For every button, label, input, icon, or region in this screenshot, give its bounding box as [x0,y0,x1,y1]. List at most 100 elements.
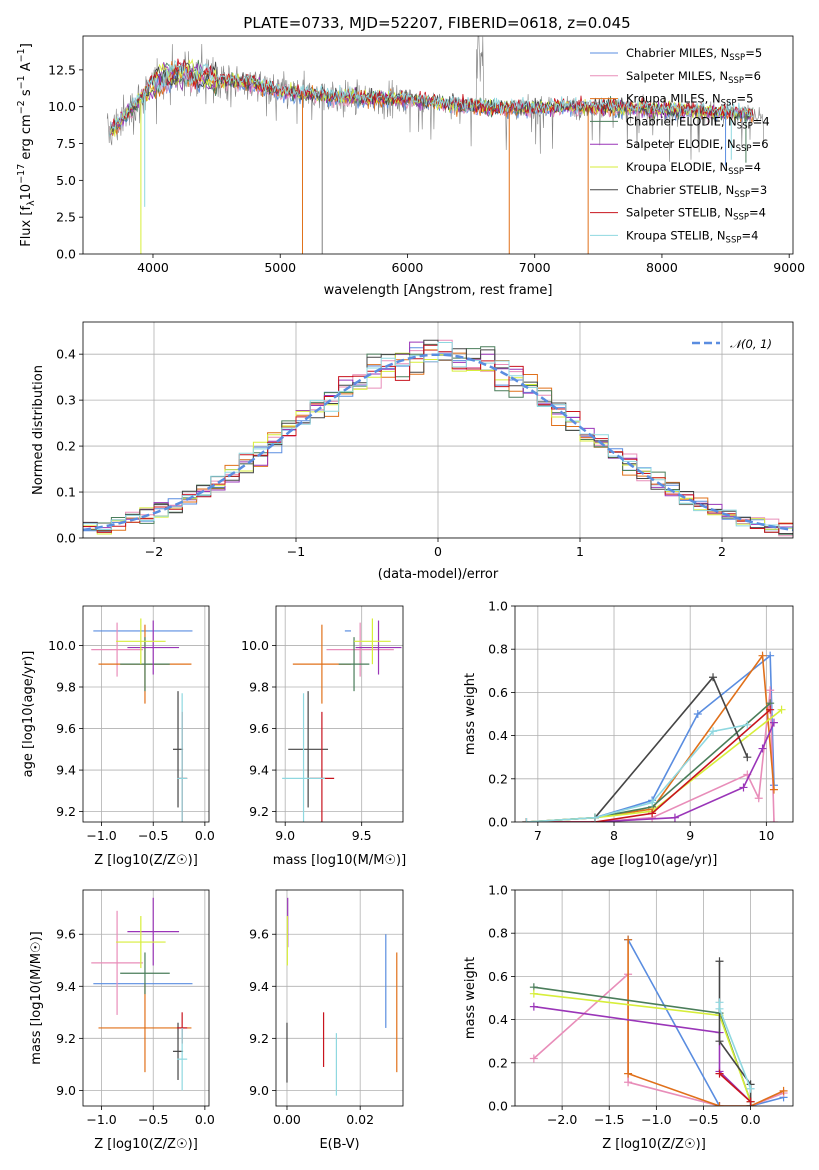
y-tick-label: 9.8 [56,680,76,695]
legend-nssp-subscript: SSP [729,53,745,63]
panel-mass-weight-vs-age: 7 8 9 10 0.0 0.2 0.4 0.6 0.8 1.0 age [log10(age/yr… [463,599,794,868]
series-line [718,961,752,1106]
legend-nssp-eq: = [741,228,751,242]
legend-nssp-subscript: SSP [728,167,744,177]
legend-nssp-label: , N [713,46,729,60]
errorbar-chabrier-stelib [172,1022,184,1080]
legend-series-name: Chabrier MILES [626,46,713,60]
series-line [533,986,752,1102]
y-tick-label: 12.5 [48,62,76,77]
legend-nssp-value: 4 [751,228,758,242]
y-axis-label: mass [log10(M/M☉)] [29,931,44,1064]
legend-nssp-subscript: SSP [737,121,753,131]
legend-nssp-subscript: SSP [726,235,742,245]
y-tick-label: 2.5 [56,210,76,225]
x-tick-label: 4000 [137,260,169,275]
x-tick-label: 7000 [519,260,551,275]
y-tick-label: 9.4 [56,763,76,778]
errorbar-chabrier-stelib [172,691,184,808]
axes-frame [82,889,210,1107]
series-kroupa-miles [624,935,788,1106]
y-tick-label: 0.8 [488,926,508,941]
legend-nssp-eq: = [736,92,746,106]
y-axis-label-part: erg cm [19,114,34,163]
plot-area-age-vs-Z [83,606,209,822]
errorbar-kroupa-elodie [116,618,166,665]
x-tick-label: 9.0 [275,828,295,843]
plot-area-mass-weight-vs-Z [515,890,793,1106]
x-tick-label: −0.5 [688,1112,718,1127]
series-line [627,939,784,1106]
legend-entry: Salpeter ELODIE, NSSP=6 [626,137,769,154]
legend-nssp-eq: = [750,183,760,197]
x-tick-label: 6000 [392,260,424,275]
x-tick-label: 9 [686,828,694,843]
axes-frame [275,889,404,1107]
x-axis-label: E(B-V) [319,1137,359,1152]
y-axis-label-part: −1 [16,48,27,62]
axes-frame [82,35,794,255]
y-tick-label: 9.8 [249,680,269,695]
x-tick-label: −1.0 [86,1112,116,1127]
legend-nssp-subscript: SSP [736,144,752,154]
series-marker [522,818,531,822]
legend-nssp-label: , N [712,160,728,174]
x-axis-label: age [log10(age/yr)] [591,853,718,868]
series-salpeter-stelib [715,1069,755,1106]
panel-age-vs-mass: 9.0 9.5 9.2 9.4 9.6 9.8 10.0 mass [log10(M/M☉)] [241,605,406,868]
legend-entry: Salpeter MILES, NSSP=6 [626,69,761,86]
legend-nssp-eq: = [753,114,763,128]
legend-nssp-label: , N [720,137,736,151]
series-chabrier-elodie [522,699,775,822]
legend-nssp-value: 5 [755,46,762,60]
errorbar-chabrier-elodie [120,952,170,995]
plot-area-residuals [83,322,793,538]
series-marker [590,813,599,822]
series-line [533,1005,752,1103]
y-tick-label: 9.2 [249,804,269,819]
legend-series-name: Kroupa STELIB [626,228,710,242]
x-tick-label: 9000 [773,260,805,275]
x-axis-label: (data-model)/error [378,567,499,582]
series-marker [715,1037,724,1046]
series-marker [715,1102,724,1106]
panel-mass-vs-EBV: 0.00 0.02 9.0 9.2 9.4 9.6 E(B-V) [249,889,404,1152]
x-tick-label: 8 [610,828,618,843]
y-axis-label-part: λ [26,200,37,206]
x-tick-label: 0 [434,544,442,559]
errorbar-salpeter-miles [326,622,394,677]
series-line [526,709,771,822]
series-salpeter-miles [522,686,778,822]
plot-area-spectrum [106,36,764,254]
legend-nssp-label: , N [717,206,733,220]
x-tick-label: −0.5 [138,1112,168,1127]
series-marker [624,1078,633,1087]
x-axis-label: wavelength [Angstrom, rest frame] [324,283,553,298]
y-tick-label: 0.0 [56,531,76,546]
y-tick-label: 9.6 [249,721,269,736]
x-tick-label: 7 [534,828,542,843]
y-axis-label: age [log10(age/yr)] [21,651,36,778]
x-tick-label: 0.02 [346,1112,374,1127]
legend-series-name: Kroupa ELODIE [626,160,712,174]
x-tick-label: −0.5 [138,828,168,843]
legend-series-name: Kroupa MILES [626,92,705,106]
y-tick-label: 0.2 [56,439,76,454]
y-tick-label: 0.4 [56,347,76,362]
panel-age-vs-Z: −1.0 −0.5 0.0 9.2 9.4 9.6 9.8 10.0 Z [log10(Z/Z☉… [21,605,215,868]
errorbar-salpeter-elodie [355,620,402,675]
y-tick-label: 0.8 [488,642,508,657]
panel-spectrum: 4000 5000 6000 7000 8000 9000 0.0 2.5 5.0 7.5 10.0… [16,35,805,298]
series-marker [758,651,767,660]
y-tick-label: 9.4 [249,979,269,994]
x-axis-label: Z [log10(Z/Z☉)] [602,1137,706,1152]
y-tick-label: 9.4 [56,979,76,994]
series-marker [529,1002,538,1011]
y-tick-label: 9.6 [56,721,76,736]
x-tick-label: −2 [145,544,163,559]
y-tick-label: 0.0 [56,247,76,262]
errorbar-kroupa-stelib [282,693,325,822]
y-axis-label: Flux [fλ10−17 erg cm−2 s−1 A−1] [16,43,37,247]
